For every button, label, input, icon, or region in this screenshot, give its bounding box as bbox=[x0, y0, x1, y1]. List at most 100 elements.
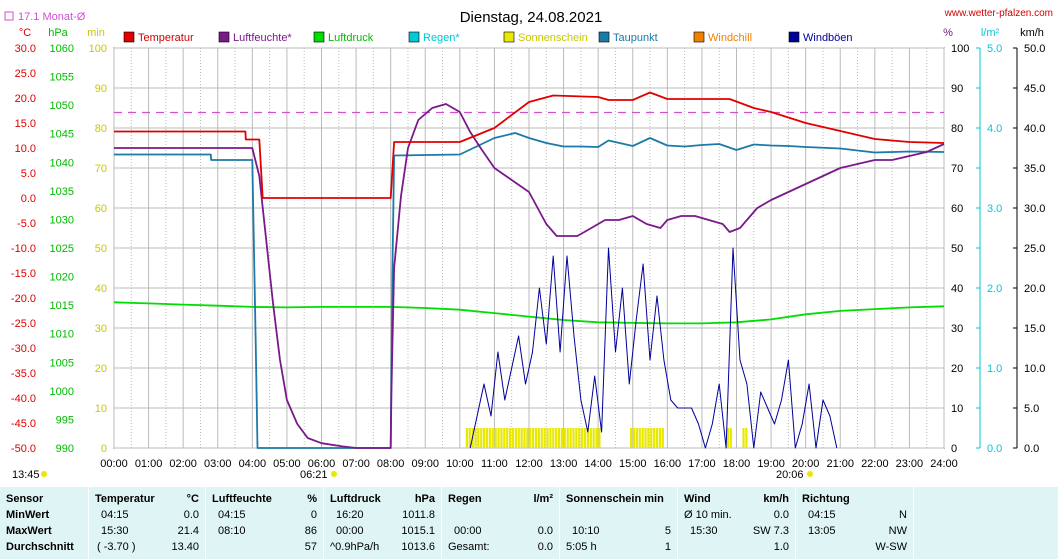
legend-label-windchill: Windchill bbox=[708, 32, 752, 44]
sunshine-bar bbox=[557, 428, 561, 448]
sunshine-bar bbox=[635, 428, 638, 448]
legend-swatch-pressure bbox=[313, 31, 325, 43]
stats-hum-max: 86 bbox=[304, 525, 317, 537]
legend-label-pressure: Luftdruck bbox=[328, 32, 374, 44]
stats-sun-max-time: 10:10 bbox=[572, 525, 600, 537]
legend-swatch-humidity bbox=[218, 31, 230, 43]
wind-axis-tick-label: 25.0 bbox=[1024, 243, 1045, 255]
sunshine-bar bbox=[523, 428, 526, 448]
sunshine-bar bbox=[485, 428, 489, 448]
temp-axis-tick-label: -45.0 bbox=[11, 418, 36, 430]
stats-press-trend: ^0.9hPa/h bbox=[330, 541, 380, 553]
stats-col-wind: Wind km/h Ø 10 min. 0.0 15:30 SW 7.3 1.0 bbox=[678, 487, 796, 559]
sunshine-bar bbox=[500, 428, 503, 448]
sunshine-bar bbox=[644, 428, 647, 448]
temp-axis-tick-label: 20.0 bbox=[15, 93, 36, 105]
stats-hum-min-time: 04:15 bbox=[218, 509, 246, 521]
stats-rain-max: 0.0 bbox=[537, 525, 553, 537]
stats-dir-max-time: 13:05 bbox=[808, 525, 836, 537]
stats-dir-head: Richtung bbox=[802, 493, 850, 505]
pressure-unit: hPa bbox=[48, 27, 68, 39]
stats-col-humidity: Luftfeuchte % 04:15 0 08:10 86 57 bbox=[206, 487, 324, 559]
sunrise-icon bbox=[331, 471, 337, 477]
stats-temp-head: Temperatur bbox=[95, 493, 155, 505]
sunshine-bar bbox=[653, 428, 656, 448]
stats-wind-min: 0.0 bbox=[773, 509, 789, 521]
legend-label-dewpoint: Taupunkt bbox=[613, 32, 658, 44]
x-tick-label: 23:00 bbox=[896, 458, 924, 470]
humidity-axis-tick-label: 30 bbox=[951, 323, 963, 335]
rain-axis-tick-label: 0.0 bbox=[987, 443, 1002, 455]
temp-unit: °C bbox=[19, 27, 31, 39]
sunshine-bar bbox=[537, 428, 540, 448]
x-tick-label: 22:00 bbox=[861, 458, 889, 470]
sunshine-bar bbox=[729, 428, 732, 448]
sun-axis-tick-label: 100 bbox=[89, 43, 107, 55]
stats-hum-min: 0 bbox=[310, 509, 317, 521]
pressure-axis-tick-label: 1000 bbox=[50, 386, 74, 398]
temp-axis-tick-label: -40.0 bbox=[11, 393, 36, 405]
sunshine-bar bbox=[742, 428, 745, 448]
chart-title: Dienstag, 24.08.2021 bbox=[460, 9, 603, 26]
stats-hum-max-time: 08:10 bbox=[218, 525, 246, 537]
sunshine-bar bbox=[497, 428, 500, 448]
sunshine-bar bbox=[543, 428, 546, 448]
x-tick-label: 19:00 bbox=[757, 458, 785, 470]
sunshine-bar bbox=[630, 428, 633, 448]
stats-press-max-time: 00:00 bbox=[336, 525, 364, 537]
legend-swatch-dewpoint bbox=[598, 31, 610, 43]
sunshine-bar bbox=[726, 428, 730, 448]
humidity-axis-tick-label: 80 bbox=[951, 123, 963, 135]
legend-swatch-temperature bbox=[123, 31, 135, 43]
pressure-axis-tick-label: 1010 bbox=[50, 329, 74, 341]
stats-row-sensor: Sensor bbox=[6, 493, 44, 505]
stats-row-max: MaxWert bbox=[6, 525, 52, 537]
sun-unit: min bbox=[87, 27, 105, 39]
site-link[interactable]: www.wetter-pfalzen.com bbox=[944, 8, 1053, 19]
series-humidity bbox=[114, 103, 945, 449]
stats-dir-min: N bbox=[899, 509, 907, 521]
stats-hum-unit: % bbox=[307, 493, 317, 505]
sunshine-bar bbox=[661, 428, 664, 448]
stats-wind-unit: km/h bbox=[763, 493, 789, 505]
temp-axis-tick-label: 10.0 bbox=[15, 143, 36, 155]
wind-axis-tick-label: 50.0 bbox=[1024, 43, 1045, 55]
sunshine-bar bbox=[632, 428, 636, 448]
stats-dir-min-time: 04:15 bbox=[808, 509, 836, 521]
sun-hours-label: 13:45 bbox=[12, 469, 40, 481]
stats-rain-unit: l/m² bbox=[533, 493, 553, 505]
humidity-axis-tick-label: 20 bbox=[951, 363, 963, 375]
stats-sun-avg: 1 bbox=[664, 541, 671, 553]
sunshine-bar bbox=[650, 428, 653, 448]
stats-rain-total-label: Gesamt: bbox=[448, 541, 490, 553]
sunshine-bar bbox=[560, 428, 564, 448]
sunshine-bar bbox=[575, 428, 578, 448]
pressure-axis-tick-label: 1030 bbox=[50, 214, 74, 226]
rain-axis-tick-label: 1.0 bbox=[987, 363, 1002, 375]
sunshine-bar bbox=[549, 428, 552, 448]
wind-axis-tick-label: 20.0 bbox=[1024, 283, 1045, 295]
temp-axis-tick-label: 15.0 bbox=[15, 118, 36, 130]
pressure-axis-tick-label: 1060 bbox=[50, 43, 74, 55]
stats-press-head: Luftdruck bbox=[330, 493, 381, 505]
sunshine-bar bbox=[494, 428, 497, 448]
stats-press-unit: hPa bbox=[414, 493, 435, 505]
stats-rain-head: Regen bbox=[448, 493, 482, 505]
sun-axis-tick-label: 40 bbox=[95, 283, 107, 295]
temp-axis-tick-label: -30.0 bbox=[11, 343, 36, 355]
temp-axis-tick-label: 30.0 bbox=[15, 43, 36, 55]
wind-axis-tick-label: 0.0 bbox=[1024, 443, 1039, 455]
monthly-avg-label: 17.1 Monat-Ø bbox=[18, 11, 86, 23]
sunshine-bar bbox=[586, 428, 589, 448]
pressure-axis-tick-label: 1050 bbox=[50, 100, 74, 112]
rain-unit: l/m² bbox=[981, 27, 1000, 39]
stats-col-direction: Richtung 04:15 N 13:05 NW W-SW bbox=[796, 487, 914, 559]
sun-axis-tick-label: 20 bbox=[95, 363, 107, 375]
humidity-axis-tick-label: 50 bbox=[951, 243, 963, 255]
sunshine-bar bbox=[477, 428, 480, 448]
sunshine-bar bbox=[520, 428, 523, 448]
wind-axis-tick-label: 15.0 bbox=[1024, 323, 1045, 335]
stats-rain-total: 0.0 bbox=[537, 541, 553, 553]
x-tick-label: 10:00 bbox=[446, 458, 474, 470]
sunshine-bar bbox=[529, 428, 532, 448]
